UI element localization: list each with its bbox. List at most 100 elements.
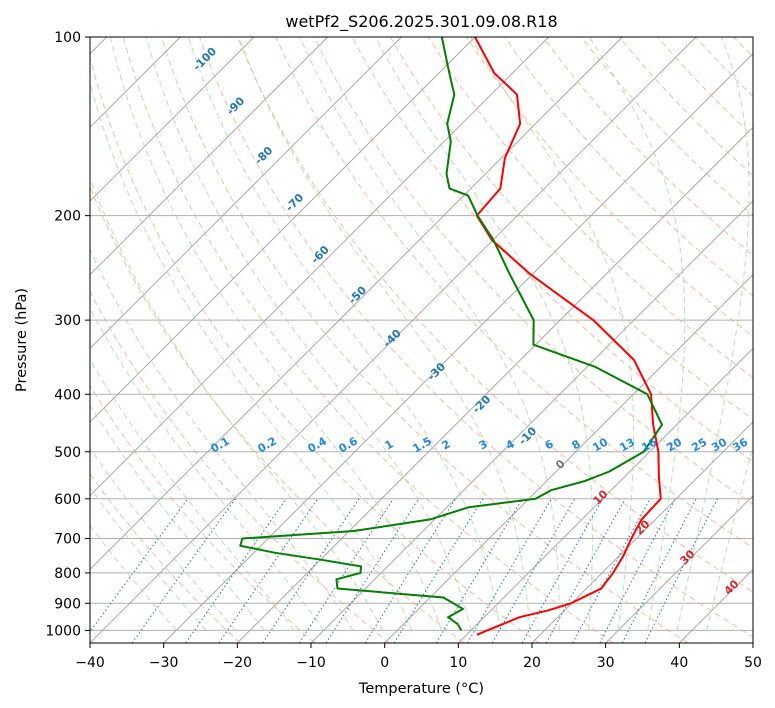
- mixing-ratio-line: [218, 498, 319, 643]
- x-tick-label: −10: [296, 655, 326, 671]
- dry-adiabat-label: -60: [309, 243, 332, 266]
- y-tick-label: 100: [54, 30, 81, 46]
- moist-adiabat-line: [90, 524, 177, 631]
- mixing-ratio-line: [298, 498, 394, 643]
- isotherm-line: [163, 53, 753, 643]
- mixing-ratio-line: [131, 498, 236, 643]
- isotherm-line: [90, 37, 255, 202]
- y-tick-label: 400: [54, 387, 81, 403]
- x-tick-label: 40: [670, 655, 688, 671]
- moist-adiabat-line: [470, 37, 635, 631]
- x-tick-label: 30: [597, 655, 615, 671]
- moist-adiabat-line: [90, 248, 354, 631]
- plot-frame: [89, 36, 754, 644]
- dry-adiabat-line: [733, 37, 753, 58]
- isotherm-line: [384, 274, 753, 643]
- moist-adiabat-line: [90, 404, 266, 631]
- dry-adiabat-line: [90, 473, 241, 643]
- isotherm-line: [605, 495, 753, 643]
- dry-adiabat-line: [90, 384, 316, 643]
- dry-adiabat-line: [504, 37, 753, 297]
- x-tick-label: −40: [75, 655, 105, 671]
- x-tick-label: −20: [223, 655, 253, 671]
- y-tick-label: 800: [54, 566, 81, 582]
- dry-adiabat-line: [389, 37, 753, 420]
- moist-adiabat-line: [90, 80, 413, 631]
- x-tick-label: −30: [149, 655, 179, 671]
- isotherm-line: [237, 126, 753, 643]
- isotherm-line: [90, 37, 476, 423]
- moist-adiabat-label: 40: [722, 577, 742, 597]
- mixing-ratio-line: [621, 498, 697, 643]
- dry-adiabat-line: [275, 37, 753, 549]
- mixing-ratio-line: [599, 498, 676, 643]
- y-tick-label: 700: [54, 532, 81, 548]
- mixing-ratio-line: [325, 498, 420, 643]
- chart-title: wetPf2_S206.2025.301.09.08.R18: [285, 12, 557, 32]
- mixing-ratio-label: 4: [504, 437, 517, 452]
- x-axis-label: Temperature (°C): [358, 681, 484, 697]
- isotherm-line: [458, 347, 753, 643]
- dry-adiabat-line: [237, 37, 753, 593]
- dry-adiabat-line: [466, 37, 753, 338]
- dry-adiabat-line: [580, 37, 753, 216]
- dry-adiabat-line: [351, 37, 753, 463]
- moist-adiabat-label: 30: [678, 547, 698, 567]
- dry-adiabat-line: [313, 37, 753, 505]
- x-tick-label: 10: [449, 655, 467, 671]
- mixing-ratio-label: 3: [477, 437, 490, 452]
- mixing-ratio-line: [435, 498, 523, 643]
- mixing-ratio-label: 8: [570, 437, 583, 452]
- isotherm-line: [752, 642, 753, 643]
- series-layer: [239, 37, 663, 636]
- x-tick-label: 20: [523, 655, 541, 671]
- moist-adiabat-line: [90, 487, 207, 631]
- moist-adiabat-line: [90, 307, 324, 631]
- x-axis: −40 −30 −20 −10 0 10 20 30 40 50: [75, 643, 762, 671]
- dry-adiabat-label: -20: [470, 393, 493, 416]
- y-tick-label: 500: [54, 445, 81, 461]
- isotherm-line: [90, 37, 402, 349]
- moist-adiabat-line: [375, 37, 593, 631]
- moist-adiabat-line: [676, 37, 750, 631]
- mixing-ratio-label: 1: [383, 437, 396, 452]
- dry-adiabat-line: [199, 37, 753, 638]
- mixing-ratio-line: [90, 498, 189, 633]
- moist-adiabat-line: [145, 37, 472, 631]
- dry-adiabat-label: -100: [190, 45, 219, 74]
- mixing-ratio-label: 0.2: [256, 434, 279, 455]
- dry-adiabat-label: -90: [224, 94, 247, 117]
- moist-adiabat-line: [109, 37, 442, 631]
- mixing-ratio-line: [262, 498, 360, 643]
- moist-adiabat-line: [588, 37, 686, 631]
- dry-adiabat-line: [427, 37, 753, 379]
- dry-adiabat-line: [90, 290, 390, 643]
- y-tick-label: 900: [54, 596, 81, 612]
- mixing-ratio-line: [572, 498, 651, 643]
- y-axis-label: Pressure (hPa): [14, 288, 30, 392]
- mixing-ratio-label: 0.4: [306, 434, 330, 455]
- dry-adiabat-line: [122, 37, 614, 643]
- y-axis: 1000 900 800 700 600 500 400 300 200 100: [45, 30, 90, 639]
- dry-adiabat-label: -30: [425, 360, 448, 383]
- mixing-ratio-label: 1.5: [411, 434, 434, 455]
- isotherm-line: [90, 37, 328, 276]
- mixing-ratio-label: 0.1: [209, 434, 232, 455]
- mixing-ratio-label: 2: [440, 437, 453, 452]
- moist-adiabat-label: 10: [591, 487, 611, 507]
- x-tick-label: 50: [744, 655, 762, 671]
- isotherm-line: [90, 37, 623, 570]
- y-tick-label: 200: [54, 209, 81, 225]
- mixing-ratio-line: [393, 498, 484, 643]
- mixing-ratio-label: 6: [543, 437, 556, 452]
- isotherm-line: [90, 37, 549, 497]
- dry-adiabat-line: [90, 185, 465, 643]
- moist-adiabat-line: [187, 37, 501, 631]
- y-tick-label: 600: [54, 492, 81, 508]
- moist-adiabat-line: [90, 447, 236, 631]
- dry-adiabat-line: [90, 55, 540, 643]
- dry-adiabat-label: -50: [346, 283, 369, 306]
- dry-adiabat-line: [695, 37, 753, 98]
- dry-adiabat-line: [656, 37, 753, 137]
